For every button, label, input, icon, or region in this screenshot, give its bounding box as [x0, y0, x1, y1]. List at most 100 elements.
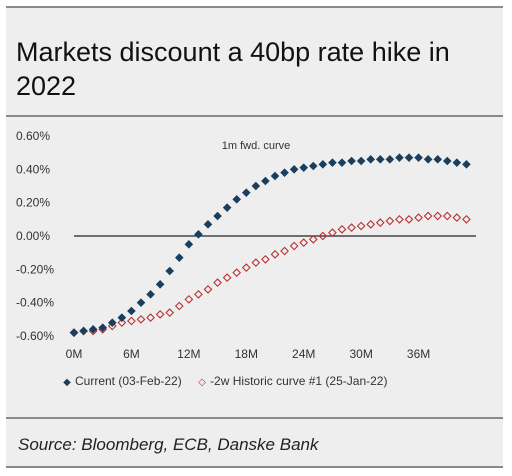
current-point	[337, 158, 347, 167]
current-point	[404, 153, 414, 162]
y-tick-label: 0.60%	[16, 129, 50, 143]
y-tick-label: 0.40%	[16, 162, 50, 176]
historic-point	[433, 211, 443, 221]
hollow-diamond-icon: ◇	[198, 377, 206, 388]
current-point	[203, 220, 213, 229]
source-block: Source: Bloomberg, ECB, Danske Bank	[6, 417, 503, 468]
current-point	[347, 156, 356, 166]
current-point	[318, 160, 328, 169]
current-point	[69, 328, 79, 337]
current-point	[356, 156, 366, 166]
historic-point	[385, 216, 395, 226]
historic-point	[174, 301, 184, 311]
historic-point	[107, 321, 117, 331]
current-point	[146, 290, 155, 299]
historic-point	[203, 284, 213, 294]
historic-point	[299, 238, 309, 248]
current-point	[423, 155, 433, 164]
current-point	[366, 155, 376, 164]
historic-point	[337, 224, 347, 234]
historic-point	[136, 314, 146, 324]
x-tick-label: 0M	[66, 347, 83, 361]
current-point	[289, 165, 299, 174]
historic-point	[127, 316, 136, 326]
historic-point	[117, 318, 127, 328]
historic-point	[155, 309, 165, 319]
x-tick-label: 30M	[349, 347, 372, 361]
current-point	[328, 158, 337, 167]
historic-point	[184, 294, 194, 304]
historic-point	[241, 263, 251, 273]
historic-point	[414, 213, 423, 223]
historic-point	[375, 218, 385, 228]
historic-point	[165, 308, 175, 318]
historic-point	[194, 289, 203, 299]
current-point	[280, 168, 289, 177]
x-tick-label: 24M	[292, 347, 315, 361]
current-point	[127, 306, 136, 316]
chart-annotation: 1m fwd. curve	[222, 140, 290, 152]
current-point	[222, 203, 232, 212]
current-point	[107, 318, 117, 327]
historic-point	[213, 278, 222, 288]
filled-diamond-icon: ◆	[63, 377, 71, 388]
current-point	[299, 163, 309, 172]
current-point	[385, 155, 395, 164]
current-point	[251, 181, 261, 191]
x-tick-label: 12M	[177, 347, 200, 361]
chart-area: 0.60% 0.40% 0.20% 0.00% -0.20% -0.40% -0.60% 0M…	[16, 129, 476, 361]
historic-point	[442, 211, 452, 221]
legend-label-historic: -2w Historic curve #1 (25-Jan-22)	[210, 374, 388, 388]
historic-point	[251, 258, 261, 268]
historic-point	[289, 241, 299, 251]
current-point	[414, 153, 423, 162]
x-tick-label: 18M	[235, 347, 258, 361]
current-point	[433, 155, 443, 164]
current-point	[136, 298, 146, 307]
current-point	[261, 176, 270, 186]
y-tick-label: -0.20%	[16, 262, 54, 276]
x-tick-label: 6M	[123, 347, 140, 361]
legend-label-current: Current (03-Feb-22)	[75, 374, 182, 388]
legend: ◆ Current (03-Feb-22) ◇ -2w Historic curve…	[62, 374, 482, 388]
y-tick-label: 0.00%	[16, 229, 50, 243]
current-point	[395, 153, 404, 162]
current-point	[232, 195, 242, 204]
historic-point	[232, 268, 242, 278]
chart-title: Markets discount a 40bp rate hike in 202…	[16, 37, 450, 101]
historic-point	[270, 249, 280, 259]
historic-point	[308, 234, 318, 244]
current-point	[375, 155, 385, 164]
y-tick-label: -0.60%	[16, 329, 54, 343]
historic-point	[146, 313, 155, 323]
current-point	[184, 240, 194, 249]
current-point	[174, 253, 184, 262]
current-point	[452, 158, 462, 167]
current-point	[194, 230, 203, 239]
current-point	[442, 156, 452, 166]
current-point	[213, 211, 222, 221]
bottom-divider	[6, 466, 503, 468]
current-point	[155, 280, 165, 289]
y-tick-label: 0.20%	[16, 196, 50, 210]
historic-point	[261, 254, 270, 264]
historic-point	[318, 231, 328, 241]
historic-point	[452, 213, 462, 223]
historic-point	[366, 219, 376, 229]
historic-point	[395, 214, 404, 224]
historic-point	[356, 221, 366, 231]
historic-point	[222, 273, 232, 283]
y-tick-label: -0.40%	[16, 296, 54, 310]
current-point	[165, 266, 175, 276]
x-tick-label: 36M	[407, 347, 430, 361]
historic-point	[328, 228, 337, 238]
current-point	[98, 323, 108, 332]
current-point	[88, 325, 98, 334]
current-point	[270, 171, 280, 181]
legend-item-historic: ◇ -2w Historic curve #1 (25-Jan-22)	[197, 374, 387, 388]
chart-card: Markets discount a 40bp rate hike in 202…	[6, 6, 503, 468]
title-block: Markets discount a 40bp rate hike in 202…	[6, 6, 503, 117]
historic-point	[462, 214, 471, 224]
current-point	[79, 326, 88, 336]
historic-point	[280, 246, 289, 256]
